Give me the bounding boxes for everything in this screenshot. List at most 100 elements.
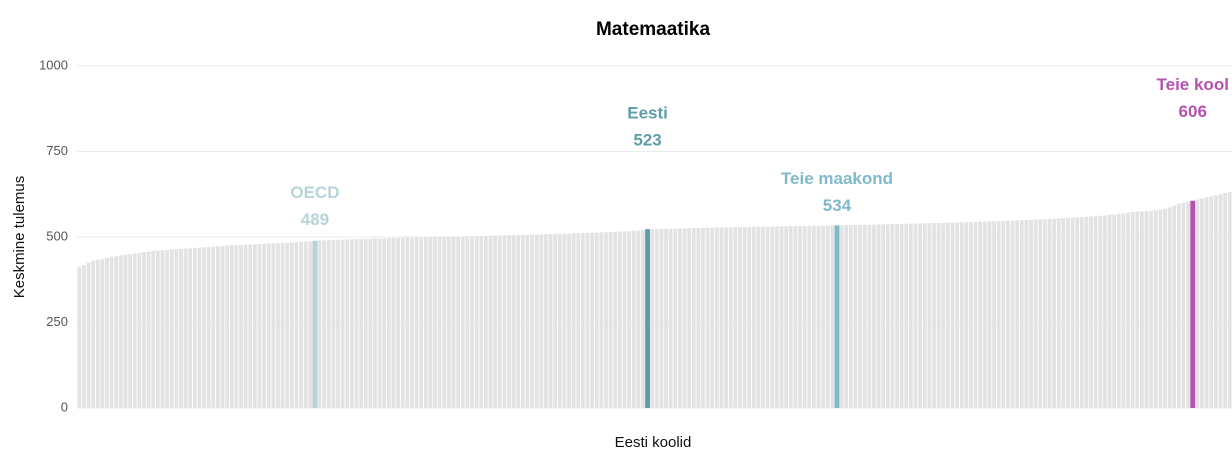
bar	[876, 224, 881, 408]
bar	[266, 243, 271, 408]
bar	[973, 221, 978, 408]
bar	[105, 257, 109, 408]
y-axis-label: Keskmine tulemus	[11, 176, 28, 299]
bar	[1079, 217, 1084, 408]
bar	[641, 230, 645, 408]
bar	[664, 228, 668, 408]
bar	[1029, 219, 1033, 408]
highlight-name: Eesti	[627, 104, 668, 123]
bar	[918, 223, 923, 408]
y-tick-label: 0	[61, 399, 68, 414]
bar	[128, 254, 133, 408]
bar	[137, 252, 142, 408]
bar	[82, 265, 86, 408]
highlight-name: OECD	[290, 183, 339, 202]
bar	[590, 232, 595, 408]
bar	[733, 227, 738, 408]
bar	[211, 246, 216, 408]
bar	[548, 233, 553, 408]
bar	[146, 251, 151, 408]
y-tick-label: 750	[46, 143, 68, 158]
bar	[354, 239, 359, 408]
bar	[192, 247, 197, 408]
bar	[747, 227, 752, 408]
bar	[622, 231, 627, 408]
bar	[1001, 220, 1006, 408]
bars	[77, 191, 1232, 408]
bar	[114, 256, 119, 408]
bar	[922, 223, 927, 408]
bar	[197, 247, 202, 408]
bar	[520, 234, 525, 408]
bar	[1213, 195, 1218, 408]
bar	[336, 239, 340, 408]
bar	[118, 255, 123, 408]
highlight-value: 489	[301, 210, 329, 229]
bar	[516, 234, 521, 408]
bar	[779, 226, 784, 408]
bar	[904, 223, 909, 408]
bar	[978, 221, 983, 408]
bar	[1019, 220, 1024, 408]
bar	[225, 245, 230, 408]
bar	[955, 222, 960, 408]
bar	[382, 238, 387, 408]
bar	[95, 259, 100, 408]
bar	[678, 228, 682, 408]
bar	[580, 232, 585, 408]
bar	[442, 237, 447, 408]
highlight-value: 606	[1179, 102, 1207, 121]
bar	[534, 234, 539, 408]
bar	[1061, 218, 1066, 408]
bar	[216, 246, 220, 408]
bar	[109, 256, 114, 408]
bar	[1042, 219, 1047, 408]
bar	[885, 224, 890, 408]
bar	[308, 241, 313, 408]
bar	[1116, 214, 1121, 408]
bar	[428, 237, 433, 408]
highlight-bar	[834, 225, 840, 408]
bar	[668, 228, 673, 408]
bar	[728, 227, 733, 408]
bar	[941, 222, 946, 408]
bar	[895, 224, 899, 408]
bar	[1218, 194, 1223, 408]
bar	[608, 231, 613, 408]
bar	[691, 228, 696, 408]
bar	[243, 244, 248, 408]
bar	[252, 244, 257, 408]
bar	[257, 243, 262, 408]
bar	[183, 248, 188, 408]
bar	[1130, 212, 1135, 408]
bar	[853, 225, 858, 408]
bar	[576, 233, 581, 408]
bar	[271, 243, 276, 408]
bar	[890, 224, 895, 408]
highlight-bar	[1190, 200, 1196, 408]
bar	[285, 242, 290, 408]
bar	[1204, 197, 1209, 408]
bar	[867, 224, 872, 408]
bar	[234, 245, 239, 408]
bar	[77, 266, 82, 408]
bar	[844, 225, 849, 408]
chart-title: Matemaatika	[596, 19, 710, 40]
bar	[530, 234, 534, 408]
bar	[1089, 216, 1093, 408]
bar	[511, 235, 516, 408]
bar	[1167, 207, 1172, 408]
bar	[1056, 218, 1061, 408]
bar	[483, 235, 488, 408]
bar	[1098, 215, 1103, 408]
bar	[317, 240, 322, 408]
bar	[617, 231, 622, 408]
bar	[775, 226, 779, 408]
bar	[100, 258, 105, 408]
bar	[206, 246, 211, 408]
bar	[714, 227, 719, 408]
bar	[179, 248, 183, 408]
bar	[340, 239, 345, 408]
bar	[239, 244, 243, 408]
